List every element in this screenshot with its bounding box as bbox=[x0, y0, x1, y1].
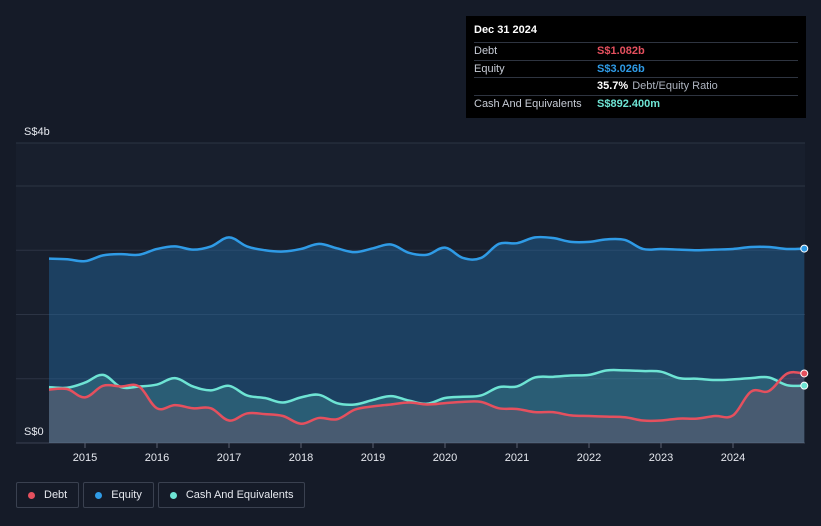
legend-item-equity[interactable]: Equity bbox=[83, 482, 154, 508]
tooltip-row-debt: Debt S$1.082b bbox=[474, 42, 798, 60]
legend-equity-label: Equity bbox=[111, 489, 142, 501]
tooltip-ratio-value: 35.7% bbox=[597, 80, 629, 93]
tooltip-debt-label: Debt bbox=[474, 45, 498, 58]
y-tick-top-label: S$4b bbox=[24, 126, 50, 138]
x-tick-label: 2021 bbox=[505, 452, 529, 464]
tooltip-ratio-caption: Debt/Equity Ratio bbox=[632, 80, 718, 93]
x-tick-label: 2022 bbox=[577, 452, 601, 464]
tooltip-date: Dec 31 2024 bbox=[474, 24, 537, 36]
tooltip-panel: Dec 31 2024 Debt S$1.082b Equity S$3.026… bbox=[466, 16, 806, 118]
tooltip-equity-value: S$3.026b bbox=[597, 62, 645, 75]
cash-and-equivalents-end-marker bbox=[800, 381, 809, 390]
debt-dot-icon bbox=[28, 491, 35, 499]
x-tick-label: 2023 bbox=[649, 452, 673, 464]
cash-dot-icon bbox=[169, 491, 177, 499]
x-tick-label: 2024 bbox=[721, 452, 745, 464]
x-tick-label: 2018 bbox=[289, 452, 313, 464]
legend-item-debt[interactable]: Debt bbox=[16, 482, 80, 508]
y-tick-bottom-label: S$0 bbox=[24, 426, 44, 438]
x-tick-label: 2017 bbox=[217, 452, 241, 464]
legend-debt-label: Debt bbox=[44, 489, 68, 501]
tooltip-row-ratio: 35.7% Debt/Equity Ratio bbox=[474, 77, 798, 95]
tooltip-cash-label: Cash And Equivalents bbox=[474, 97, 582, 110]
plot-area bbox=[16, 143, 805, 443]
legend-item-cash[interactable]: Cash And Equivalents bbox=[157, 482, 306, 508]
tooltip-cash-value: S$892.400m bbox=[597, 97, 660, 110]
x-tick-label: 2015 bbox=[73, 452, 97, 464]
equity-dot-icon bbox=[95, 491, 103, 499]
equity-line bbox=[48, 235, 805, 263]
debt-end-marker bbox=[800, 369, 809, 378]
tooltip-row-equity: Equity S$3.026b bbox=[474, 59, 798, 78]
x-tick-label: 2019 bbox=[361, 452, 385, 464]
tooltip-debt-value: S$1.082b bbox=[597, 45, 645, 58]
cash-and-equivalents-area bbox=[49, 370, 805, 443]
debt-area bbox=[49, 372, 805, 443]
debt-line bbox=[48, 370, 805, 425]
chart-legend: Debt Equity Cash And Equivalents bbox=[16, 482, 306, 508]
x-tick-label: 2020 bbox=[433, 452, 457, 464]
tooltip-equity-label: Equity bbox=[474, 62, 505, 75]
x-tick-label: 2016 bbox=[145, 452, 169, 464]
tooltip-row-cash: Cash And Equivalents S$892.400m bbox=[474, 94, 798, 113]
legend-cash-label: Cash And Equivalents bbox=[185, 489, 294, 501]
equity-end-marker bbox=[800, 244, 809, 253]
